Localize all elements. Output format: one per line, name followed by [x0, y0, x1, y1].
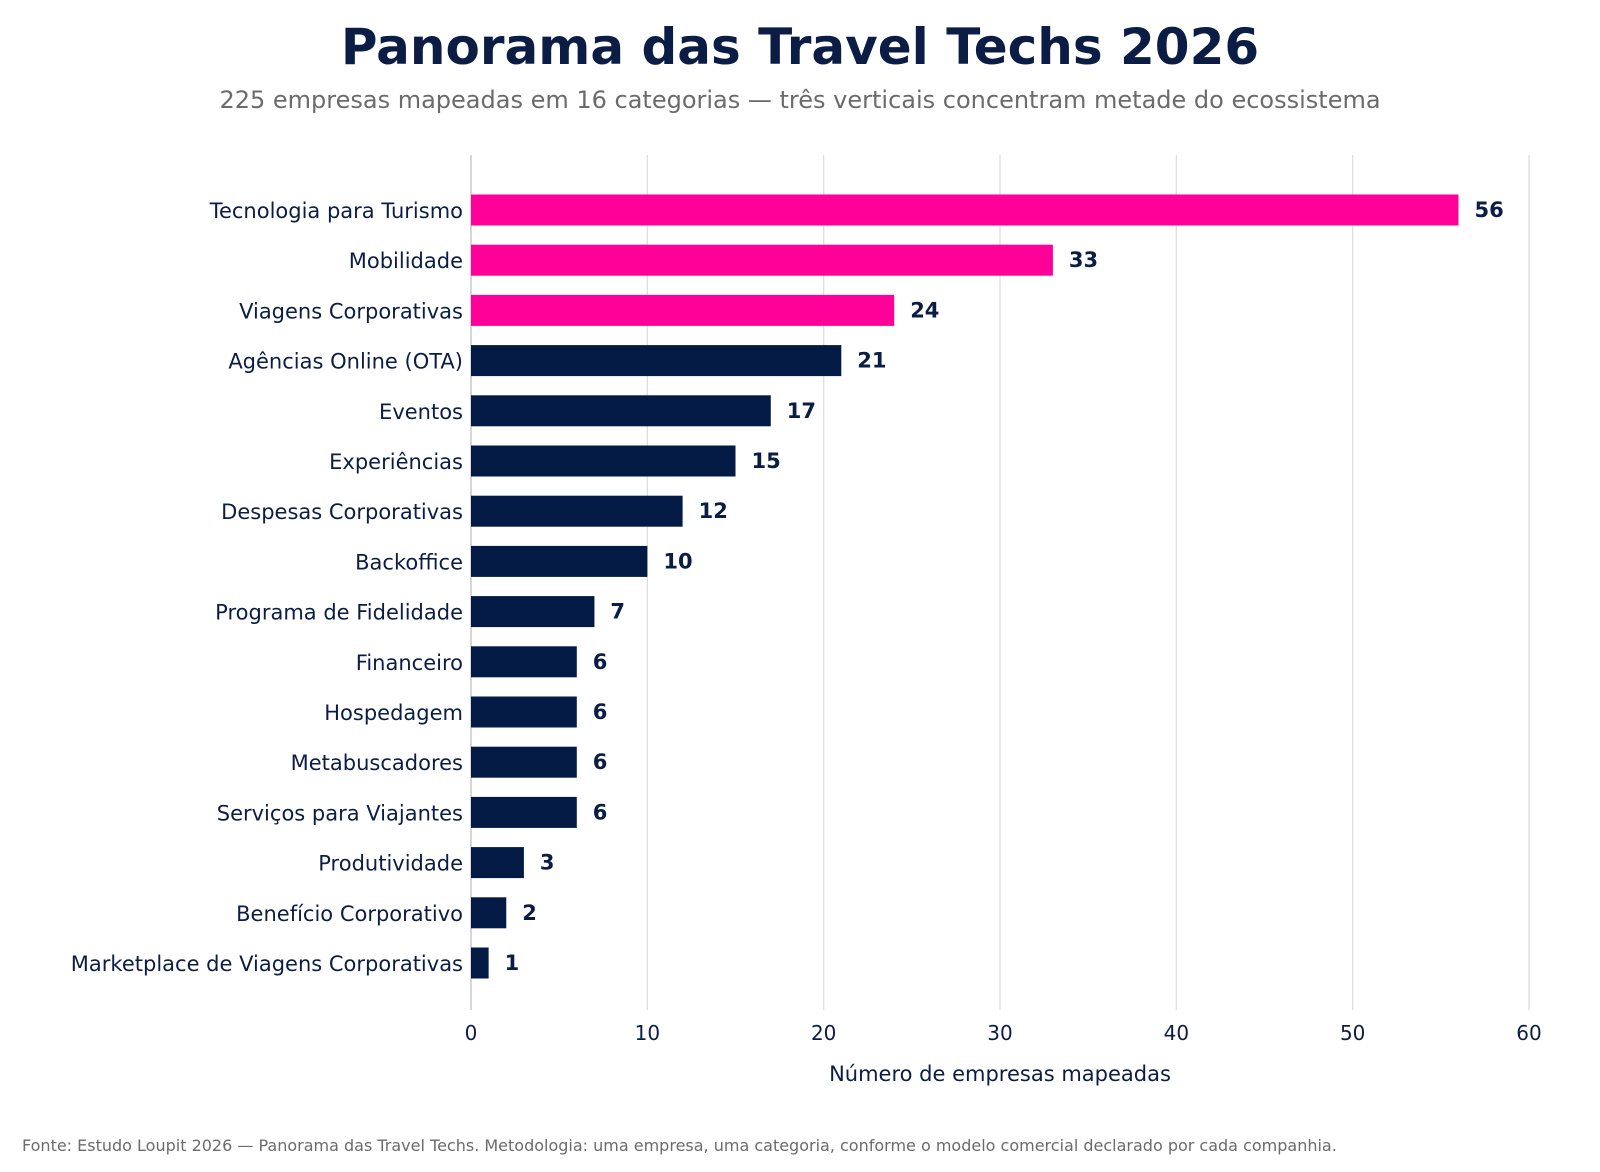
category-label: Tecnologia para Turismo: [209, 199, 463, 223]
bar: [471, 345, 842, 377]
x-tick-label: 40: [1164, 1021, 1189, 1045]
value-label: 10: [663, 549, 692, 573]
bar: [471, 947, 489, 979]
category-label: Agências Online (OTA): [228, 350, 463, 374]
source-footnote: Fonte: Estudo Loupit 2026 — Panorama das…: [22, 1136, 1337, 1155]
x-tick-label: 60: [1516, 1021, 1541, 1045]
bar: [471, 897, 507, 929]
value-label: 6: [593, 800, 608, 824]
bar: [471, 194, 1459, 226]
bar: [471, 244, 1053, 276]
x-axis-title: Número de empresas mapeadas: [829, 1062, 1171, 1086]
category-label: Marketplace de Viagens Corporativas: [71, 952, 463, 976]
category-label: Financeiro: [356, 651, 463, 675]
x-tick-label: 50: [1340, 1021, 1365, 1045]
value-label: 24: [910, 298, 939, 322]
value-label: 3: [540, 851, 555, 875]
bar: [471, 596, 595, 628]
category-label: Backoffice: [355, 550, 463, 574]
chart-subtitle: 225 empresas mapeadas em 16 categorias —…: [219, 86, 1381, 114]
value-label: 2: [522, 901, 537, 925]
category-label: Viagens Corporativas: [239, 299, 463, 323]
category-label: Mobilidade: [349, 249, 463, 273]
labels: 0 10 20 30 40 50 60 Tecnologia para Turismo 56 Mo…: [71, 198, 1542, 1045]
category-label: Despesas Corporativas: [221, 500, 463, 524]
category-label: Metabuscadores: [291, 751, 463, 775]
category-label: Produtividade: [318, 852, 463, 876]
x-tick-label: 30: [987, 1021, 1012, 1045]
value-label: 6: [593, 650, 608, 674]
value-label: 6: [593, 700, 608, 724]
bar: [471, 395, 771, 427]
bar: [471, 646, 577, 678]
value-label: 33: [1069, 248, 1098, 272]
x-tick-label: 10: [635, 1021, 660, 1045]
bar: [471, 746, 577, 778]
chart-title: Panorama das Travel Techs 2026: [340, 18, 1260, 76]
grid-lines: [470, 155, 1530, 1010]
category-label: Eventos: [379, 400, 463, 424]
category-label: Benefício Corporativo: [236, 902, 463, 926]
bar: [471, 847, 524, 879]
x-tick-label: 0: [465, 1021, 478, 1045]
category-label: Programa de Fidelidade: [215, 601, 463, 625]
bar: [471, 445, 736, 477]
bars: [471, 194, 1459, 979]
value-label: 6: [593, 750, 608, 774]
value-label: 1: [505, 951, 520, 975]
value-label: 15: [752, 449, 781, 473]
value-label: 12: [699, 499, 728, 523]
value-label: 7: [610, 600, 625, 624]
value-label: 21: [857, 349, 886, 373]
bar: [471, 294, 895, 326]
bar: [471, 796, 577, 828]
bar: [471, 495, 683, 527]
value-label: 17: [787, 399, 816, 423]
category-label: Serviços para Viajantes: [217, 801, 463, 825]
category-label: Hospedagem: [324, 701, 463, 725]
bar: [471, 696, 577, 728]
category-label: Experiências: [329, 450, 463, 474]
value-label: 56: [1474, 198, 1503, 222]
x-tick-label: 20: [811, 1021, 836, 1045]
bar: [471, 545, 648, 577]
